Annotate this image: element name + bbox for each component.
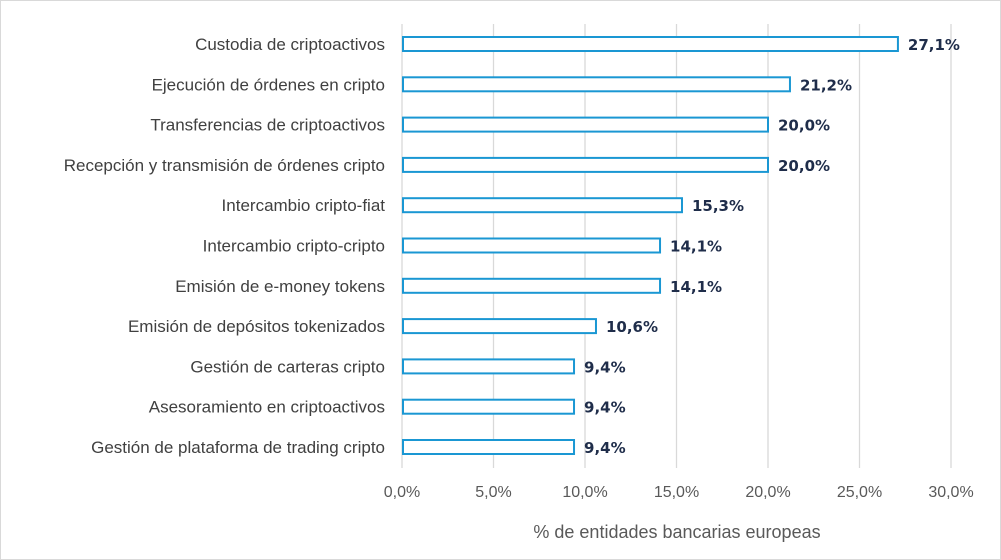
value-label: 20,0% xyxy=(778,117,830,135)
value-label: 14,1% xyxy=(670,278,722,296)
x-tick-label: 25,0% xyxy=(837,484,882,501)
category-label: Asesoramiento en criptoactivos xyxy=(149,398,385,417)
x-axis-title: % de entidades bancarias europeas xyxy=(533,522,820,542)
bar xyxy=(402,277,662,294)
bar xyxy=(402,156,769,173)
bar xyxy=(402,197,683,214)
category-label: Recepción y transmisión de órdenes cript… xyxy=(64,156,385,175)
x-tick-label: 5,0% xyxy=(475,484,511,501)
category-labels: Custodia de criptoactivos Ejecución de ór… xyxy=(64,35,386,457)
x-tick-label: 0,0% xyxy=(384,484,420,501)
value-label: 20,0% xyxy=(778,157,830,175)
bar xyxy=(402,76,791,93)
bar xyxy=(402,358,576,375)
x-tick-label: 20,0% xyxy=(745,484,790,501)
category-label: Ejecución de órdenes en cripto xyxy=(152,75,385,94)
category-label: Intercambio cripto-cripto xyxy=(203,237,385,256)
category-label: Emisión de e-money tokens xyxy=(175,277,385,296)
bar xyxy=(402,116,769,133)
value-labels: 27,1% 21,2% 20,0% 20,0% 15,3% 14,1% 14,1% 10,6%… xyxy=(584,36,960,457)
value-label: 9,4% xyxy=(584,399,626,417)
category-label: Gestión de carteras cripto xyxy=(190,357,385,376)
x-tick-label: 15,0% xyxy=(654,484,699,501)
bar xyxy=(402,439,576,455)
bar xyxy=(402,318,597,335)
x-tick-label: 30,0% xyxy=(928,484,973,501)
value-label: 15,3% xyxy=(692,197,744,215)
x-axis-tick-labels: 0,0% 5,0% 10,0% 15,0% 20,0% 25,0% 30,0% xyxy=(384,484,974,501)
value-label: 9,4% xyxy=(584,358,626,376)
value-label: 10,6% xyxy=(606,318,658,336)
grid-lines xyxy=(401,24,952,468)
bar xyxy=(402,36,899,52)
category-label: Intercambio cripto-fiat xyxy=(222,196,386,215)
value-label: 9,4% xyxy=(584,439,626,457)
bar xyxy=(402,237,662,254)
value-label: 21,2% xyxy=(800,76,852,94)
bars xyxy=(402,36,899,455)
category-label: Emisión de depósitos tokenizados xyxy=(128,317,385,336)
value-label: 27,1% xyxy=(908,36,960,54)
bar xyxy=(402,398,576,415)
value-label: 14,1% xyxy=(670,238,722,256)
category-label: Gestión de plataforma de trading cripto xyxy=(91,438,385,457)
x-tick-label: 10,0% xyxy=(562,484,607,501)
category-label: Transferencias de criptoactivos xyxy=(150,116,385,135)
category-label: Custodia de criptoactivos xyxy=(195,35,385,54)
